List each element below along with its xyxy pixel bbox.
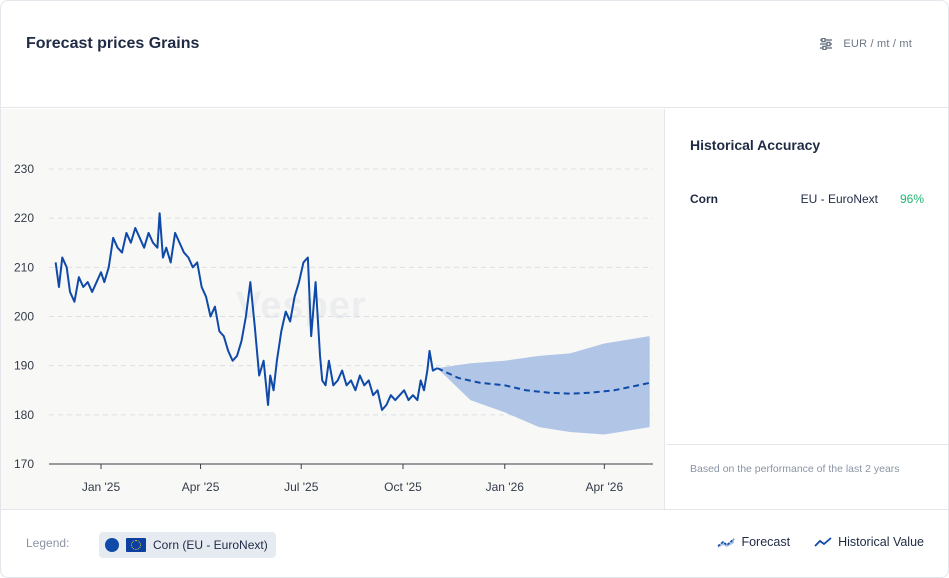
eu-flag-icon [126,538,146,552]
y-tick-label: 210 [14,260,34,274]
historical-series-line [54,212,438,411]
legend-label: Legend: [26,536,70,550]
sliders-icon [820,38,833,50]
divider [666,444,948,445]
y-tick-label: 200 [14,310,34,324]
card-header: Forecast prices Grains EUR / mt / mt [1,1,948,108]
x-tick-label: Jan '25 [82,480,121,494]
x-tick-label: Jul '25 [284,480,319,494]
y-tick-label: 230 [14,162,34,176]
y-tick-label: 180 [14,408,34,422]
watermark-logo: Vesper [236,285,367,327]
accuracy-note: Based on the performance of the last 2 y… [690,463,900,475]
accuracy-market: EU - EuroNext [800,192,878,206]
price-chart: 170 180 190 200 210 220 230 Jan '25 Apr '25 Jul '… [14,162,653,494]
accuracy-value: 96% [899,192,924,206]
unit-label: EUR / mt / mt [843,38,912,50]
legend-forecast[interactable]: Forecast [717,535,790,549]
legend-keys: Forecast Historical Value [717,535,924,549]
accuracy-row: Corn EU - EuroNext 96% [690,192,924,210]
legend-historical-label: Historical Value [838,535,924,549]
x-tick-label: Apr '26 [585,480,623,494]
accuracy-panel: Historical Accuracy Corn EU - EuroNext 9… [666,109,948,509]
y-tick-label: 220 [14,211,34,225]
x-tick-label: Oct '25 [384,480,422,494]
x-tick-label: Apr '25 [182,480,220,494]
forecast-band [437,336,650,435]
chart-area: Vesper 170 180 190 200 210 220 230 Jan '25 Apr '… [1,109,665,509]
legend-historical[interactable]: Historical Value [814,535,924,549]
accuracy-commodity: Corn [690,192,718,206]
forecast-series-line [436,367,650,395]
series-color-dot [105,538,119,552]
y-tick-label: 190 [14,359,34,373]
legend-footer: Legend: Corn (EU - EuroNext) Forecast Hi… [1,509,948,577]
historical-line-icon [814,537,832,547]
legend-chip-label: Corn (EU - EuroNext) [153,538,268,552]
unit-selector[interactable]: EUR / mt / mt [819,38,912,50]
legend-chip-corn[interactable]: Corn (EU - EuroNext) [99,532,276,558]
y-tick-label: 170 [14,457,34,471]
forecast-icon [717,538,735,548]
accuracy-title: Historical Accuracy [690,137,821,153]
page-title: Forecast prices Grains [26,35,200,52]
legend-forecast-label: Forecast [741,535,791,549]
x-tick-label: Jan '26 [486,480,525,494]
